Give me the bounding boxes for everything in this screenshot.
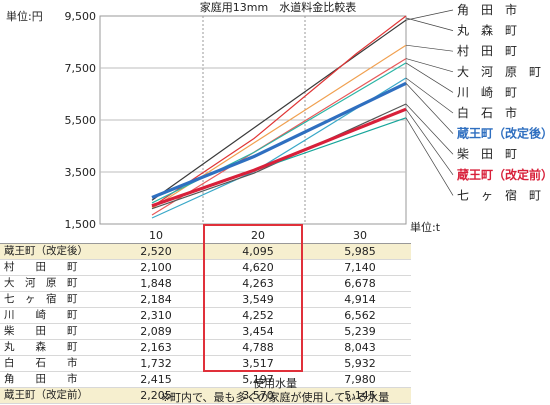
legend-label: 柴 田 町 [457, 147, 517, 161]
table-cell: 5,239 [309, 323, 411, 340]
series-lines [151, 15, 407, 219]
table-cell: 7,140 [309, 259, 411, 276]
legend-label: 角 田 市 [457, 2, 517, 17]
y-unit-label: 単位:円 [6, 9, 43, 23]
table-cell: 1,732 [105, 355, 207, 372]
legend-connector [405, 62, 454, 93]
table-cell: 5,985 [309, 243, 411, 260]
y-tick-label: 5,500 [65, 114, 97, 127]
table-row: 七 ヶ 宿 町 2,184 3,549 4,914 [0, 291, 411, 308]
table-row: 丸 森 町 2,163 4,788 8,043 [0, 339, 411, 356]
table-row-label: 川 崎 町 [0, 307, 105, 324]
table-header-blank [0, 228, 105, 244]
table-cell: 3,517 [207, 355, 309, 372]
chart-title: 家庭用13mm 水道料金比較表 [200, 0, 356, 14]
y-tick-label: 9,500 [65, 10, 97, 23]
x-axis-label: 使用水量 [253, 377, 297, 390]
table-row: 蔵王町（改定前） 2,205 3,570 5,145 [0, 387, 411, 404]
legend-label: 丸 森 町 [457, 23, 517, 38]
table-cell: 6,678 [309, 275, 411, 292]
table-header-cell: 30 [309, 228, 411, 244]
table-cell: 2,184 [105, 291, 207, 308]
table-row: 蔵王町（改定後） 2,520 4,095 5,985 [0, 243, 411, 260]
series-line [151, 81, 407, 199]
series-line [151, 107, 407, 208]
table-cell: 5,197 [207, 371, 309, 388]
y-tick-label: 7,500 [65, 62, 97, 75]
legend-connector [405, 103, 454, 155]
legend: 角 田 市丸 森 町村 田 町大 河 原 町川 崎 町白 石 市蔵王町（改定後）… [457, 2, 550, 202]
legend-connector [405, 108, 454, 176]
legend-label: 七 ヶ 宿 町 [457, 187, 541, 202]
table-cell: 5,932 [309, 355, 411, 372]
table-row-label: 白 石 市 [0, 355, 105, 372]
table-cell: 3,454 [207, 323, 309, 340]
table-row-label: 蔵王町（改定前） [0, 387, 105, 404]
legend-connector [405, 9, 454, 21]
table-row-label: 角 田 市 [0, 371, 105, 388]
legend-connector [405, 44, 454, 52]
y-axis-ticks: 9,500 7,500 5,500 3,500 1,500 [65, 10, 97, 231]
table-cell: 2,520 [105, 243, 207, 260]
table-row: 大 河 原 町 1,848 4,263 6,678 [0, 275, 411, 292]
table-row-label: 丸 森 町 [0, 339, 105, 356]
legend-label: 白 石 市 [457, 105, 517, 120]
table-cell: 4,095 [207, 243, 309, 260]
table-cell: 4,263 [207, 275, 309, 292]
legend-connector [405, 83, 454, 134]
table-row: 村 田 町 2,100 4,620 7,140 [0, 259, 411, 276]
table-row: 柴 田 町 2,089 3,454 5,239 [0, 323, 411, 340]
legend-label: 蔵王町（改定前） [457, 167, 550, 182]
table-cell: 3,549 [207, 291, 309, 308]
table-row: 角 田 市 2,415 5,197 7,980 [0, 371, 411, 388]
table-row: 白 石 市 1,732 3,517 5,932 [0, 355, 411, 372]
table-cell: 2,310 [105, 307, 207, 324]
table-cell: 4,620 [207, 259, 309, 276]
grid-lines [99, 15, 407, 225]
table-cell: 4,788 [207, 339, 309, 356]
table-row: 川 崎 町 2,310 4,252 6,562 [0, 307, 411, 324]
y-tick-label: 3,500 [65, 166, 97, 179]
table-cell: 2,415 [105, 371, 207, 388]
legend-connector [405, 17, 454, 31]
table-cell: 7,980 [309, 371, 411, 388]
series-line [151, 19, 407, 201]
series-line [151, 58, 407, 216]
data-table: 10 20 30 蔵王町（改定後） 2,520 4,095 5,985 村 田 町 2,100 4… [0, 228, 411, 404]
table-cell: 4,252 [207, 307, 309, 324]
legend-connector [405, 77, 454, 114]
legend-label: 蔵王町（改定後） [457, 126, 550, 141]
table-cell: 3,570 [207, 387, 309, 404]
series-line [151, 77, 407, 219]
table-row-label: 蔵王町（改定後） [0, 243, 105, 260]
legend-label: 村 田 町 [457, 44, 517, 58]
series-line [151, 15, 407, 208]
table-cell: 2,163 [105, 339, 207, 356]
table-cell: 2,100 [105, 259, 207, 276]
footnote: ※町内で、最も多くの家庭が使用している水量 [160, 391, 390, 404]
table-cell: 1,848 [105, 275, 207, 292]
table-row-label: 村 田 町 [0, 259, 105, 276]
water-rate-chart: 家庭用13mm 水道料金比較表 単位:円 単位:t 9,500 7,500 5,50… [6, 0, 550, 232]
table-cell: 6,562 [309, 307, 411, 324]
table-cell: 8,043 [309, 339, 411, 356]
legend-label: 大 河 原 町 [457, 65, 541, 79]
legend-label: 川 崎 町 [457, 85, 517, 99]
legend-connectors [405, 9, 454, 196]
table-cell: 2,205 [105, 387, 207, 404]
legend-connector [405, 58, 454, 73]
legend-connector [405, 117, 454, 196]
x-unit-label: 単位:t [410, 220, 441, 232]
table-cell: 4,914 [309, 291, 411, 308]
table-row-label: 七 ヶ 宿 町 [0, 291, 105, 308]
y-tick-label: 1,500 [65, 218, 97, 231]
table-header-cell: 20 [207, 228, 309, 244]
table-row-label: 柴 田 町 [0, 323, 105, 340]
table-cell: 5,145 [309, 387, 411, 404]
table-header-cell: 10 [105, 228, 207, 244]
table-cell: 2,089 [105, 323, 207, 340]
table-header-row: 10 20 30 [0, 228, 411, 244]
table-row-label: 大 河 原 町 [0, 275, 105, 292]
